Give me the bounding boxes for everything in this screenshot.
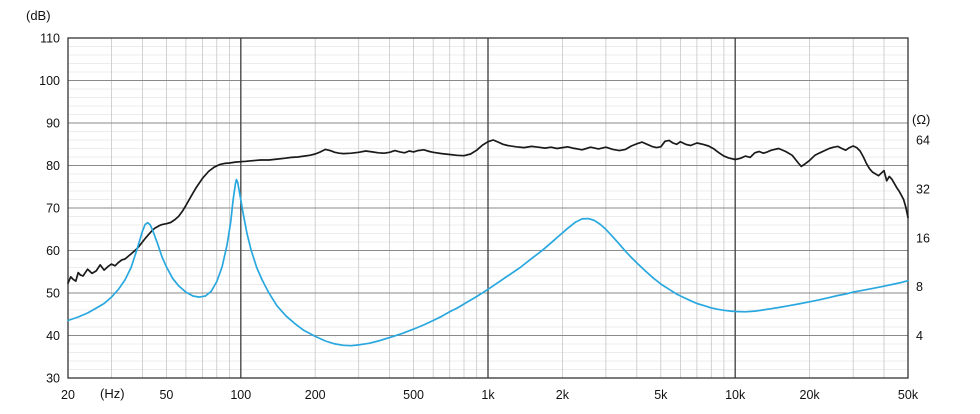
y-right-tick-label: 32 (916, 182, 930, 196)
y-left-tick-label: 70 (46, 202, 60, 216)
x-tick-label: 5k (654, 388, 668, 402)
y-left-tick-label: 50 (46, 287, 60, 301)
y-right-tick-label: 8 (916, 280, 923, 294)
x-tick-label: 1k (481, 388, 495, 402)
x-tick-label: 10k (725, 388, 746, 402)
axis-tick-labels: 110 100 90 80 70 60 50 40 30 64 32 16 8 4 20 50 100 200 50… (39, 32, 930, 403)
y-left-tick-label: 60 (46, 244, 60, 258)
x-tick-label: 500 (403, 388, 424, 402)
y-right-tick-label: 4 (916, 329, 923, 343)
y-left-tick-label: 100 (39, 74, 60, 88)
x-tick-label: 50 (159, 388, 173, 402)
y-left-tick-label: 30 (46, 372, 60, 386)
frequency-response-curve (67, 139, 909, 285)
y-right-tick-label: 16 (916, 231, 930, 245)
x-tick-label: 100 (230, 388, 251, 402)
y-left-tick-label: 80 (46, 159, 60, 173)
plot-frame (67, 37, 909, 379)
y-right-tick-label: 64 (916, 134, 930, 148)
y-left-tick-label: 110 (40, 32, 60, 46)
x-tick-label: 50k (898, 388, 919, 402)
x-tick-label: 200 (305, 388, 326, 402)
impedance-curve (67, 178, 909, 347)
y-left-tick-label: 40 (46, 329, 60, 343)
grid-major-vertical (240, 38, 736, 378)
x-tick-label: 20k (800, 388, 821, 402)
y-left-tick-label: 90 (46, 117, 60, 131)
x-tick-label: 2k (556, 388, 570, 402)
x-tick-label: 20 (61, 388, 75, 402)
